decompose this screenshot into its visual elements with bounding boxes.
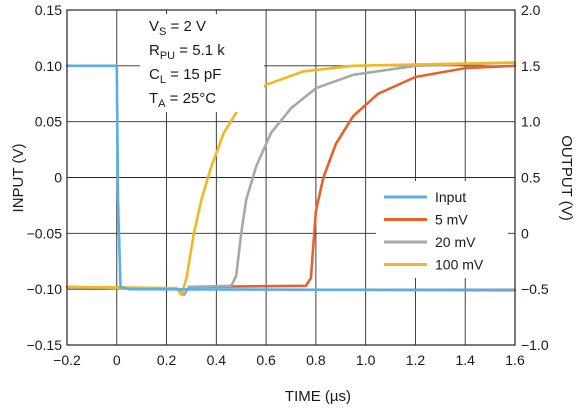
y-right-tick-label: −1.0 bbox=[521, 337, 549, 353]
y-right-tick-label: 2.0 bbox=[521, 2, 541, 18]
legend-label-5-mv: 5 mV bbox=[435, 212, 468, 228]
series-lines bbox=[65, 61, 517, 297]
y-left-tick-label: −0.10 bbox=[27, 281, 63, 297]
y-left-tick-label: 0.15 bbox=[35, 2, 62, 18]
series-line-20-mv bbox=[65, 61, 517, 297]
x-tick-label: 0 bbox=[113, 352, 121, 368]
condition-cl: CL = 15 pF bbox=[149, 66, 221, 86]
series-line-100-mv bbox=[65, 61, 517, 297]
test-conditions: VS = 2 V RPU = 5.1 k CL = 15 pF TA = 25°… bbox=[140, 14, 264, 112]
y-right-axis-label: OUTPUT (V) bbox=[558, 135, 575, 221]
condition-vs: VS = 2 V bbox=[149, 18, 206, 38]
legend-label-input: Input bbox=[435, 189, 466, 205]
x-tick-label: 0.6 bbox=[256, 352, 276, 368]
y-right-tick-label: −0.5 bbox=[521, 281, 549, 297]
conditions-background bbox=[140, 14, 264, 112]
x-tick-labels: −0.2 0 0.2 0.4 0.6 0.8 1.0 1.2 1.4 1.6 bbox=[53, 352, 525, 368]
x-tick-label: 0.4 bbox=[207, 352, 227, 368]
y-left-tick-labels: 0.15 0.10 0.05 0 −0.05 −0.10 −0.15 bbox=[27, 2, 63, 353]
y-left-axis-label: INPUT (V) bbox=[10, 144, 27, 213]
condition-ta: TA = 25°C bbox=[149, 90, 216, 110]
legend-label-100-mv: 100 mV bbox=[435, 257, 484, 273]
plot-frame bbox=[66, 9, 516, 346]
legend: Input 5 mV 20 mV 100 mV bbox=[376, 181, 508, 278]
x-tick-label: 1.6 bbox=[505, 352, 525, 368]
y-left-tick-label: −0.05 bbox=[27, 225, 63, 241]
y-left-tick-label: 0.10 bbox=[35, 58, 62, 74]
y-right-tick-label: 1.5 bbox=[521, 58, 541, 74]
y-right-tick-label: 1.0 bbox=[521, 114, 541, 130]
grid-lines bbox=[67, 10, 515, 345]
x-tick-label: 1.2 bbox=[406, 352, 426, 368]
y-right-tick-label: 0 bbox=[521, 225, 529, 241]
series-line-input bbox=[65, 64, 517, 292]
x-tick-label: 1.0 bbox=[356, 352, 376, 368]
x-tick-label: 0.8 bbox=[306, 352, 326, 368]
x-tick-label: 0.2 bbox=[157, 352, 177, 368]
x-tick-label: −0.2 bbox=[53, 352, 81, 368]
condition-rpu: RPU = 5.1 k bbox=[149, 42, 225, 62]
y-left-tick-label: 0 bbox=[54, 170, 62, 186]
legend-label-20-mv: 20 mV bbox=[435, 234, 476, 250]
y-right-tick-label: 0.5 bbox=[521, 170, 541, 186]
y-left-tick-label: 0.05 bbox=[35, 114, 62, 130]
y-left-tick-label: −0.15 bbox=[27, 337, 63, 353]
x-tick-label: 1.4 bbox=[455, 352, 475, 368]
x-axis-label: TIME (µs) bbox=[285, 388, 351, 405]
y-right-tick-labels: 2.0 1.5 1.0 0.5 0 −0.5 −1.0 bbox=[521, 2, 549, 353]
